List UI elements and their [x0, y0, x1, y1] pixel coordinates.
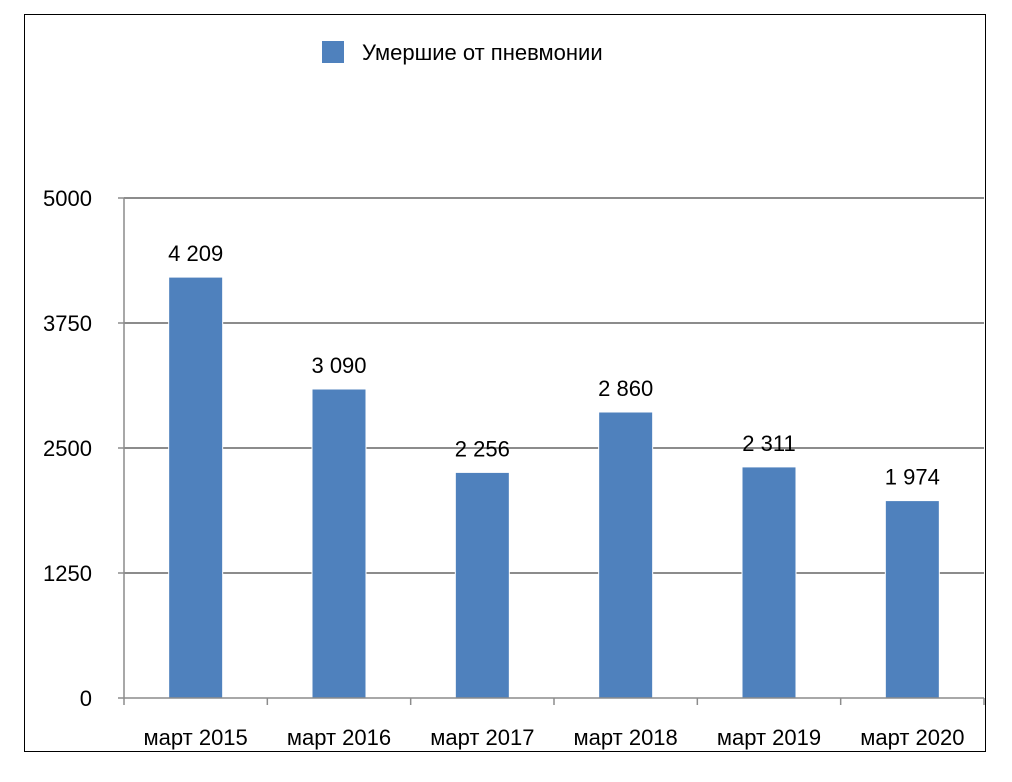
y-tick-label: 3750 — [43, 311, 92, 336]
x-axis: март 2015 март 2016 март 2017 март 2018 март… — [123, 697, 985, 750]
y-tick-label: 1250 — [43, 561, 92, 586]
x-tick-label: март 2016 — [287, 725, 391, 750]
legend: Умершие от пневмонии — [322, 40, 603, 65]
y-tick-label: 2500 — [43, 436, 92, 461]
bars — [168, 276, 940, 699]
x-tick-label: март 2015 — [144, 725, 248, 750]
data-label: 3 090 — [311, 353, 366, 378]
data-label: 2 256 — [455, 436, 510, 461]
bar — [741, 466, 797, 699]
y-tick-label: 0 — [80, 686, 92, 711]
x-tick-label: март 2019 — [717, 725, 821, 750]
x-tick-label: март 2020 — [860, 725, 964, 750]
bar — [598, 411, 654, 699]
bar — [311, 388, 367, 699]
data-label: 2 311 — [742, 431, 795, 456]
data-label: 4 209 — [168, 241, 223, 266]
x-tick-label: март 2018 — [574, 725, 678, 750]
legend-swatch — [322, 41, 344, 63]
bar — [168, 276, 224, 699]
y-tick-label: 5000 — [43, 186, 92, 211]
bar — [454, 471, 510, 699]
data-label: 2 860 — [598, 376, 653, 401]
data-labels: 4 209 3 090 2 256 2 860 2 311 1 974 — [168, 241, 940, 490]
x-tick-label: март 2017 — [430, 725, 534, 750]
bar — [884, 500, 940, 699]
gridlines — [124, 197, 984, 574]
y-axis: 0 1250 2500 3750 5000 — [43, 186, 125, 711]
legend-label: Умершие от пневмонии — [362, 40, 603, 65]
data-label: 1 974 — [885, 465, 940, 490]
